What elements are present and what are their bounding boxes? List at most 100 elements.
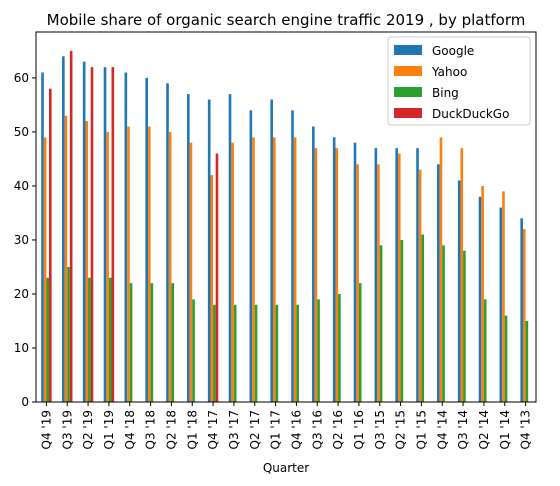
x-tick-label: Q3 '18 [144, 410, 158, 449]
bar-yahoo [460, 148, 464, 402]
bar-yahoo [43, 137, 47, 402]
bar-bing [317, 299, 320, 402]
bar-yahoo [377, 164, 380, 402]
bar-yahoo [231, 142, 234, 403]
x-tick-label: Q4 '17 [206, 410, 220, 449]
bar-yahoo [85, 121, 89, 403]
bar-duckduckgo [90, 67, 94, 403]
plot-area [35, 31, 537, 403]
bar-google [416, 148, 419, 402]
y-axis: 0 10 20 30 40 50 60 [14, 71, 36, 409]
legend-swatch-yahoo [394, 66, 422, 76]
bar-google [312, 126, 315, 402]
bar-yahoo [439, 137, 443, 402]
y-tick-label: 10 [14, 341, 29, 355]
bar-google [145, 77, 148, 402]
legend-label-yahoo: Yahoo [431, 65, 467, 79]
bar-google [353, 142, 357, 403]
bar-google [124, 72, 128, 402]
bar-yahoo [252, 137, 255, 402]
bar-bing [483, 299, 487, 402]
x-tick-label: Q3 '17 [227, 410, 241, 449]
legend-swatch-bing [394, 87, 422, 97]
x-tick-label: Q2 '18 [164, 410, 178, 449]
bar-yahoo [168, 131, 172, 402]
bar-bing [275, 304, 279, 402]
legend-swatch-google [394, 45, 422, 55]
bar-bing [338, 293, 341, 402]
bar-yahoo [418, 169, 422, 402]
bar-bing [171, 283, 175, 402]
bar-google [520, 218, 523, 402]
bar-google [187, 94, 190, 403]
bar-google [166, 83, 169, 402]
x-tick-label: Q2 '15 [394, 410, 408, 449]
bar-yahoo [356, 164, 359, 402]
x-tick-label: Q4 '16 [289, 410, 303, 449]
bar-bing [129, 283, 133, 402]
bar-google [270, 99, 273, 403]
bar-duckduckgo [111, 67, 115, 403]
x-tick-label: Q4 '14 [435, 410, 449, 449]
y-tick-label: 40 [14, 179, 29, 193]
bar-google [249, 110, 253, 402]
bar-bing [233, 304, 237, 402]
x-tick-label: Q2 '17 [248, 410, 262, 449]
bar-bing [358, 283, 362, 402]
bar-bing [296, 304, 300, 402]
bar-google [103, 67, 107, 403]
bar-google [457, 180, 461, 402]
x-tick-label: Q3 '16 [310, 410, 324, 449]
bar-google [41, 72, 44, 402]
x-tick-label: Q2 '16 [331, 410, 345, 449]
y-tick-label: 20 [14, 287, 29, 301]
x-tick-label: Q3 '15 [373, 410, 387, 449]
bar-bing [46, 277, 50, 402]
bar-bing [400, 239, 404, 402]
bar-yahoo [314, 148, 318, 402]
x-tick-label: Q2 '19 [81, 410, 95, 449]
x-tick-label: Q1 '16 [352, 410, 366, 449]
plot-frame [35, 31, 537, 403]
bar-google [332, 137, 336, 402]
legend: Google Yahoo Bing DuckDuckGo [387, 36, 531, 126]
bar-google [395, 148, 398, 402]
y-tick-label: 30 [14, 233, 29, 247]
x-tick-label: Q4 '13 [519, 410, 533, 449]
bar-google [478, 196, 482, 402]
bar-duckduckgo [69, 50, 73, 402]
x-tick-label: Q4 '18 [123, 410, 137, 449]
x-tick-label: Q4 '19 [39, 410, 53, 449]
legend-label-google: Google [432, 44, 474, 58]
x-tick-label: Q2 '14 [477, 410, 491, 449]
y-tick-label: 50 [14, 125, 29, 139]
bar-bing [254, 304, 258, 402]
x-tick-label: Q1 '17 [269, 410, 283, 449]
bar-google [207, 99, 211, 403]
bar-yahoo [127, 126, 130, 402]
legend-label-duckduckgo: DuckDuckGo [432, 107, 509, 121]
x-axis: Q4 '19 Q3 '19 Q2 '19 Q1 '19 Q4 '18 Q3 '18 Q2 '… [39, 402, 533, 449]
x-tick-label: Q1 '18 [185, 410, 199, 449]
bar-google [437, 164, 440, 402]
bar-bing [67, 266, 70, 402]
bar-google [228, 94, 232, 403]
bar-google [291, 110, 294, 402]
bar-yahoo [397, 153, 401, 402]
x-tick-label: Q1 '14 [498, 410, 512, 449]
bar-bing [88, 277, 91, 402]
bar-yahoo [64, 115, 68, 402]
bar-yahoo [272, 137, 276, 402]
chart-title: Mobile share of organic search engine tr… [47, 11, 526, 29]
bar-bing [108, 277, 112, 402]
x-axis-label: Quarter [263, 461, 309, 475]
bar-google [62, 56, 65, 403]
bar-yahoo [147, 126, 151, 402]
x-tick-label: Q1 '19 [102, 410, 116, 449]
x-tick-label: Q3 '14 [456, 410, 470, 449]
bar-yahoo [502, 191, 505, 402]
legend-label-bing: Bing [432, 86, 459, 100]
bar-yahoo [293, 137, 297, 402]
bar-google [82, 61, 86, 403]
